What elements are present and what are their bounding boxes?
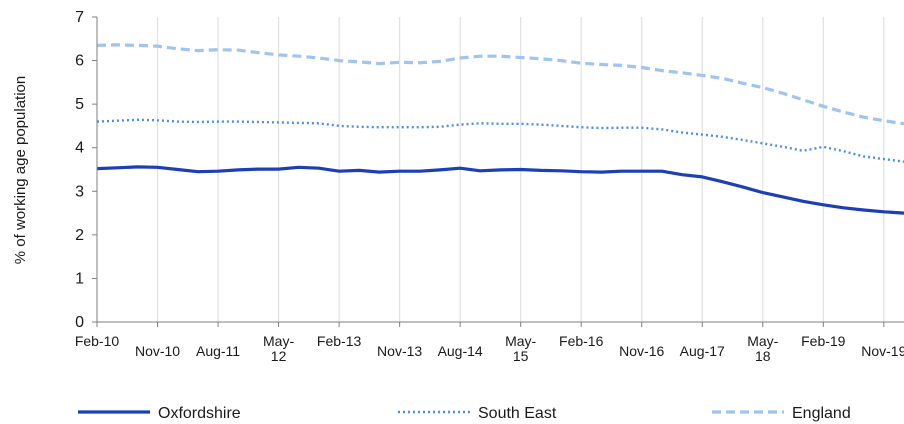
y-tick-label-1: 1 bbox=[75, 270, 84, 287]
series-line-england bbox=[96, 43, 904, 126]
x-tick-label-10: Aug-17 bbox=[680, 343, 725, 359]
x-tick-label-2: Aug-11 bbox=[196, 343, 240, 359]
legend: Oxfordshire South East England bbox=[78, 405, 851, 422]
axes bbox=[96, 17, 904, 323]
legend-label-south-east: South East bbox=[478, 405, 557, 422]
x-tick-label-12: Feb-19 bbox=[801, 333, 846, 349]
y-tick-label-0: 0 bbox=[75, 314, 84, 331]
y-tick-labels: 0 1 2 3 4 5 6 7 bbox=[75, 9, 97, 331]
series-lines bbox=[96, 43, 904, 215]
y-tick-label-2: 2 bbox=[75, 227, 84, 244]
y-tick-label-6: 6 bbox=[75, 53, 84, 70]
x-tick-label-8: Feb-16 bbox=[559, 333, 604, 349]
y-tick-label-3: 3 bbox=[75, 183, 84, 200]
x-tick-labels: Feb-10 Nov-10 Aug-11 May-12 Feb-13 Nov-13 Aug-… bbox=[75, 322, 904, 364]
x-tick-label-4: Feb-13 bbox=[317, 333, 362, 349]
y-tick-label-4: 4 bbox=[75, 140, 84, 157]
x-tick-label-13: Nov-19 bbox=[861, 343, 904, 359]
legend-label-oxfordshire: Oxfordshire bbox=[158, 405, 241, 422]
y-axis-title: % of working age population bbox=[12, 76, 29, 264]
x-tick-label-7: May-15 bbox=[505, 333, 536, 364]
series-line-oxfordshire bbox=[96, 165, 904, 215]
legend-label-england: England bbox=[792, 405, 851, 422]
x-tick-label-9: Nov-16 bbox=[619, 343, 664, 359]
x-tick-label-3: May-12 bbox=[263, 333, 294, 364]
x-tick-label-5: Nov-13 bbox=[377, 343, 422, 359]
x-tick-label-1: Nov-10 bbox=[135, 343, 180, 359]
x-tick-label-6: Aug-14 bbox=[438, 343, 483, 359]
y-tick-label-5: 5 bbox=[75, 96, 84, 113]
x-tick-label-11: May-18 bbox=[747, 333, 778, 364]
y-tick-label-7: 7 bbox=[75, 9, 84, 26]
x-tick-label-0: Feb-10 bbox=[75, 333, 120, 349]
